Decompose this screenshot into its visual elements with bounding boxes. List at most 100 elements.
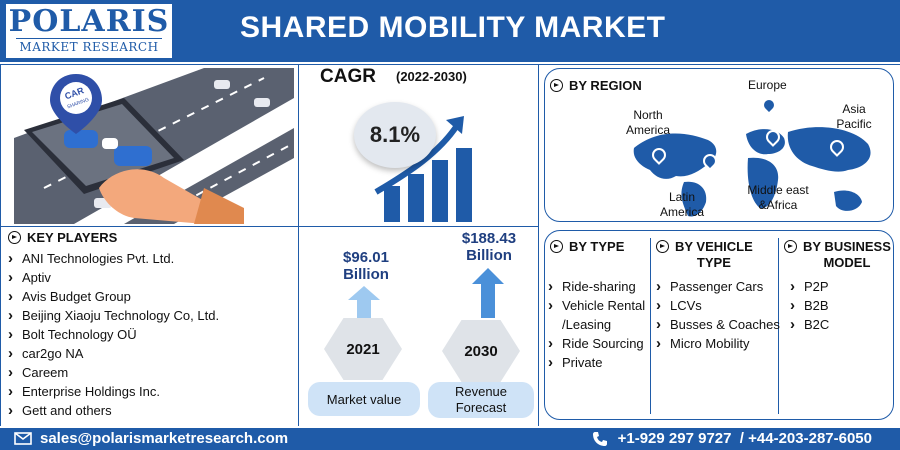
logo[interactable]: POLARIS MARKET RESEARCH	[6, 4, 172, 58]
divider-right	[538, 64, 539, 426]
cagr-label: CAGR	[320, 66, 376, 87]
by-business-heading: BY BUSINESS MODEL	[784, 239, 891, 271]
footer-bar: sales@polarismarketresearch.com +1-929 2…	[0, 428, 900, 450]
growth-bar-icon	[374, 116, 472, 222]
email-contact[interactable]: sales@polarismarketresearch.com	[14, 430, 288, 447]
list-item: › Vehicle Rental	[548, 296, 645, 315]
by-vehicle-heading-text-1: BY VEHICLE	[675, 239, 753, 254]
by-business-heading-text-1: BY BUSINESS	[803, 239, 891, 254]
list-item: › Careem	[8, 363, 219, 382]
market-2021-value: $96.01 Billion	[343, 249, 389, 283]
by-vehicle-list: › Passenger Cars › LCVs › Busses & Coaches › Mi…	[656, 277, 780, 353]
list-item-label: Careem	[22, 365, 69, 380]
list-item-label: Avis Budget Group	[22, 289, 131, 304]
by-type-heading-text: BY TYPE	[569, 239, 625, 254]
list-item: › car2go NA	[8, 344, 219, 363]
list-item-label: B2C	[804, 317, 830, 332]
chevron-right-icon: ›	[656, 278, 661, 295]
list-item: › P2P	[790, 277, 829, 296]
list-item: /Leasing	[548, 315, 645, 334]
chevron-right-icon: ›	[8, 307, 13, 324]
list-item: › Busses & Coaches	[656, 315, 780, 334]
chevron-right-icon: ›	[548, 278, 553, 295]
chevron-right-icon: ›	[548, 297, 553, 314]
chevron-right-icon: ›	[8, 383, 13, 400]
list-item-label: Aptiv	[22, 270, 51, 285]
phone-contact[interactable]: +1-929 297 9727 / +44-203-287-6050	[592, 430, 872, 447]
year-2030-badge: 2030	[442, 320, 520, 382]
list-item: › Avis Budget Group	[8, 287, 219, 306]
by-vehicle-heading: BY VEHICLE TYPE	[656, 239, 753, 271]
list-item: › Bolt Technology OÜ	[8, 325, 219, 344]
chevron-right-icon: ›	[8, 288, 13, 305]
top-border	[0, 64, 900, 65]
list-item: › Ride Sourcing	[548, 334, 645, 353]
mail-icon	[14, 432, 32, 445]
market-value-caption: Market value	[308, 382, 420, 416]
phone-text[interactable]: +1-929 297 9727 / +44-203-287-6050	[617, 430, 872, 447]
list-item-label: Ride-sharing	[562, 279, 636, 294]
segment-divider-1	[650, 238, 651, 414]
by-business-list: › P2P › B2B › B2C	[790, 277, 829, 334]
region-heading: BY REGION	[550, 78, 642, 93]
chevron-right-icon: ›	[656, 316, 661, 333]
chevron-right-icon: ›	[8, 402, 13, 419]
email-text[interactable]: sales@polarismarketresearch.com	[40, 430, 289, 447]
key-players-heading-text: KEY PLAYERS	[27, 230, 118, 245]
list-item: › Enterprise Holdings Inc.	[8, 382, 219, 401]
list-item-label: ANI Technologies Pvt. Ltd.	[22, 251, 175, 266]
list-item: › B2C	[790, 315, 829, 334]
chevron-right-icon: ›	[790, 297, 795, 314]
segments-panel	[544, 230, 894, 420]
chevron-right-icon: ›	[790, 316, 795, 333]
left-border	[0, 64, 1, 426]
arrow-circle-icon	[656, 240, 669, 253]
year-2021-badge: 2021	[324, 318, 402, 380]
region-heading-text: BY REGION	[569, 78, 642, 93]
list-item-label: Gett and others	[22, 403, 112, 418]
label-north-america: North America	[625, 108, 670, 137]
list-item: › Private	[548, 353, 645, 372]
list-item: › Beijing Xiaoju Technology Co, Ltd.	[8, 306, 219, 325]
arrow-circle-icon	[550, 79, 563, 92]
cagr-value: 8.1%	[369, 122, 421, 147]
arrow-circle-icon	[784, 240, 797, 253]
list-item-label: Passenger Cars	[670, 279, 764, 294]
list-item-label: Private	[562, 355, 603, 370]
cagr-circle: 8.1%	[354, 102, 436, 168]
list-item-label: Beijing Xiaoju Technology Co, Ltd.	[22, 308, 220, 323]
chevron-right-icon: ›	[656, 297, 661, 314]
arrow-circle-icon	[550, 240, 563, 253]
arrow-circle-icon	[8, 231, 21, 244]
segment-divider-2	[778, 238, 779, 414]
chevron-right-icon: ›	[8, 269, 13, 286]
by-type-heading: BY TYPE	[550, 239, 624, 254]
list-item-label: Busses & Coaches	[670, 317, 780, 332]
chevron-right-icon: ›	[790, 278, 795, 295]
header-bar: POLARIS MARKET RESEARCH SHARED MOBILITY …	[0, 0, 900, 62]
divider-left	[298, 64, 299, 426]
chevron-right-icon: ›	[656, 335, 661, 352]
chevron-right-icon: ›	[8, 364, 13, 381]
key-players-list: › ANI Technologies Pvt. Ltd. › Aptiv › Avis B…	[8, 249, 219, 420]
up-arrow-2021-icon	[348, 286, 380, 318]
list-item-label: Micro Mobility	[670, 336, 750, 351]
list-item-label: /Leasing	[562, 317, 612, 332]
list-item-label: B2B	[804, 298, 829, 313]
list-item: › LCVs	[656, 296, 780, 315]
up-arrow-2030-icon	[472, 268, 504, 318]
by-business-heading-text-2: MODEL	[823, 255, 871, 270]
list-item: › Aptiv	[8, 268, 219, 287]
key-players-heading: KEY PLAYERS	[8, 230, 117, 245]
list-item: › Ride-sharing	[548, 277, 645, 296]
cagr-period: (2022-2030)	[396, 69, 467, 84]
logo-subtitle: MARKET RESEARCH	[16, 38, 162, 55]
chevron-right-icon: ›	[8, 345, 13, 362]
list-item-label: Bolt Technology OÜ	[22, 327, 137, 342]
label-latin-america: Latin America	[659, 190, 704, 219]
logo-text: POLARIS	[8, 4, 170, 39]
chevron-right-icon: ›	[548, 354, 553, 371]
list-item-label: Vehicle Rental	[562, 298, 646, 313]
phone-icon	[592, 431, 607, 446]
list-item: › Gett and others	[8, 401, 219, 420]
